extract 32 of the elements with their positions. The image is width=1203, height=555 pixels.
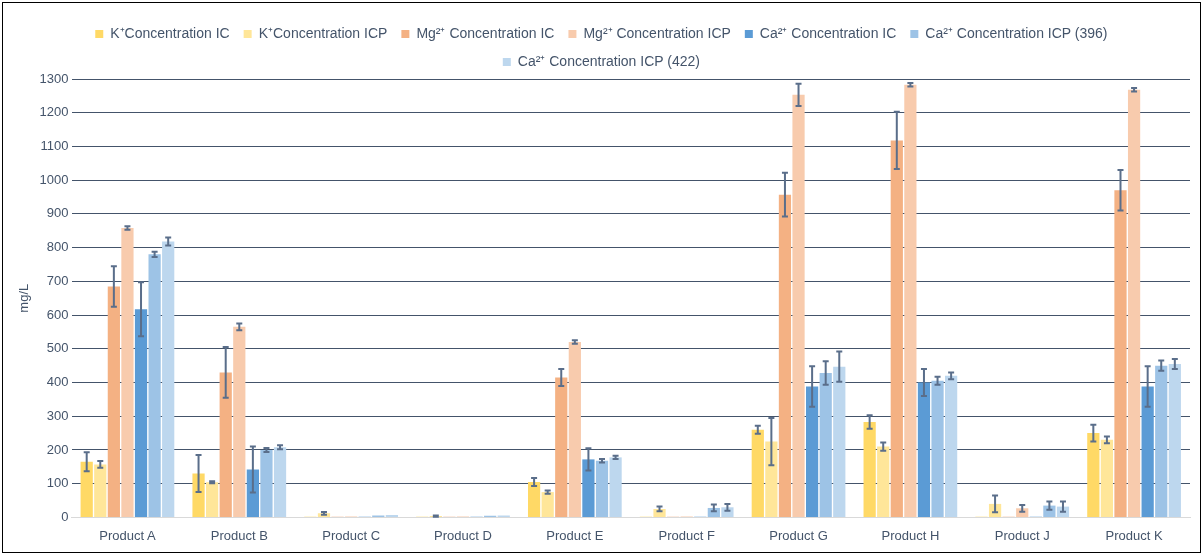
- y-tick-label: 500: [46, 340, 69, 356]
- x-tick-label: Product A: [99, 527, 156, 543]
- x-tick-label: Product E: [546, 527, 604, 543]
- y-tick-label: 900: [46, 205, 69, 221]
- x-tick-label: Product C: [322, 527, 381, 543]
- y-tick-label: 1200: [39, 104, 69, 120]
- y-tick-label: 700: [46, 272, 69, 288]
- y-axis-title: mg/L: [16, 283, 32, 313]
- y-tick-label: 0: [61, 508, 69, 524]
- legend-label: Ca²⁺ Concentration ICP (396): [925, 24, 1108, 41]
- legend-label: Ca²⁺ Concentration IC: [759, 24, 897, 41]
- y-tick-label: 600: [46, 306, 69, 322]
- y-tick-label: 300: [46, 407, 69, 423]
- x-tick-label: Product J: [994, 527, 1050, 543]
- legend-label: K⁺Concentration IC: [110, 24, 230, 41]
- y-tick-label: 100: [46, 475, 69, 491]
- x-tick-label: Product D: [434, 527, 492, 543]
- legend-label: Mg²⁺ Concentration ICP: [583, 24, 731, 41]
- y-tick-label: 1000: [39, 171, 69, 187]
- x-tick-label: Product H: [881, 527, 940, 543]
- legend-label: Ca²⁺ Concentration ICP (422): [517, 52, 700, 69]
- x-tick-label: Product G: [769, 527, 828, 543]
- legend-label: Mg²⁺ Concentration IC: [416, 24, 555, 41]
- x-tick-label: Product B: [210, 527, 268, 543]
- y-tick-label: 800: [46, 239, 69, 255]
- y-tick-label: 200: [46, 441, 69, 457]
- y-tick-label: 1100: [40, 138, 69, 154]
- x-tick-label: Product K: [1105, 527, 1163, 543]
- x-tick-label: Product F: [658, 527, 715, 543]
- legend-label: K⁺Concentration ICP: [258, 24, 388, 41]
- y-tick-label: 400: [46, 374, 69, 390]
- y-tick-label: 1300: [39, 70, 69, 86]
